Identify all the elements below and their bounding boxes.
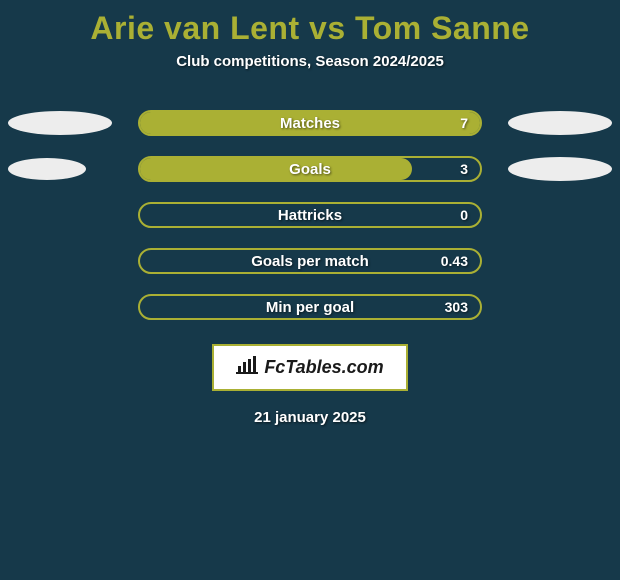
player-ellipse-right xyxy=(508,111,612,135)
bar-chart-icon xyxy=(236,356,258,379)
stat-row: Min per goal 303 xyxy=(0,284,620,330)
stat-rows: Matches 7 Goals 3 Hattricks 0 Goals per match 0… xyxy=(0,100,620,330)
stat-row: Hattricks 0 xyxy=(0,192,620,238)
player-ellipse-right xyxy=(508,157,612,181)
stat-bar: Hattricks 0 xyxy=(138,202,482,228)
stat-label: Min per goal xyxy=(266,299,354,316)
stat-label: Hattricks xyxy=(278,207,342,224)
stat-value: 0.43 xyxy=(441,253,468,269)
stat-bar: Min per goal 303 xyxy=(138,294,482,320)
stat-bar: Goals 3 xyxy=(138,156,482,182)
brand-logo-text: FcTables.com xyxy=(264,357,383,378)
page-title: Arie van Lent vs Tom Sanne xyxy=(0,0,620,53)
date-text: 21 january 2025 xyxy=(0,409,620,426)
stat-value: 3 xyxy=(460,161,468,177)
stat-bar-fill xyxy=(140,158,412,180)
subtitle: Club competitions, Season 2024/2025 xyxy=(0,53,620,100)
stat-row: Goals per match 0.43 xyxy=(0,238,620,284)
infographic-container: Arie van Lent vs Tom Sanne Club competit… xyxy=(0,0,620,580)
stat-value: 7 xyxy=(460,115,468,131)
brand-logo-box: FcTables.com xyxy=(212,344,407,391)
player-ellipse-left xyxy=(8,158,86,180)
stat-row: Matches 7 xyxy=(0,100,620,146)
stat-label: Matches xyxy=(280,115,340,132)
stat-label: Goals xyxy=(289,161,331,178)
stat-label: Goals per match xyxy=(251,253,369,270)
player-ellipse-left xyxy=(8,111,112,135)
stat-bar: Goals per match 0.43 xyxy=(138,248,482,274)
stat-bar: Matches 7 xyxy=(138,110,482,136)
stat-value: 303 xyxy=(445,299,468,315)
stat-value: 0 xyxy=(460,207,468,223)
stat-row: Goals 3 xyxy=(0,146,620,192)
